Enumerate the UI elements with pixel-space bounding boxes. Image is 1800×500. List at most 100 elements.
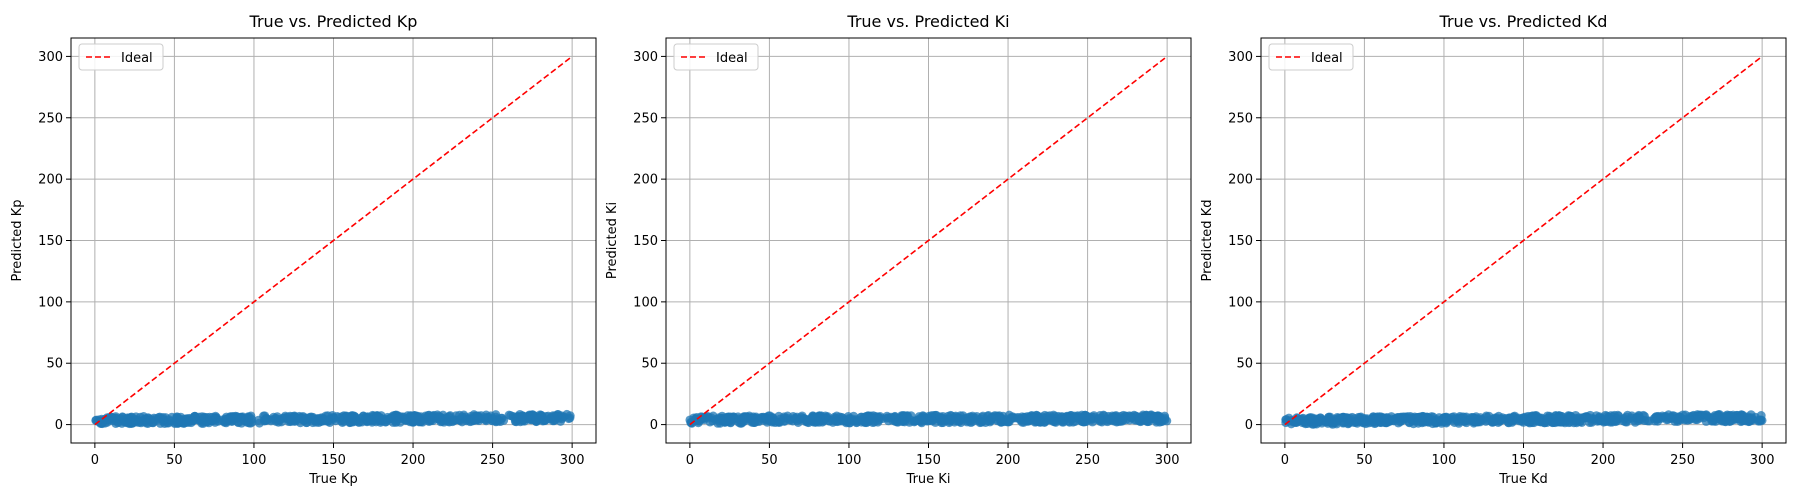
chart-1-point: [217, 415, 227, 425]
chart-2-point: [995, 413, 1005, 423]
chart-3-point: [1753, 415, 1763, 425]
chart-1-xtick-label: 150: [321, 453, 346, 468]
chart-3-xtick-label: 250: [1670, 453, 1695, 468]
chart-3-panel: 0 50 100 150 200 250 300 0 50 100 150 200 250 300 True…: [1200, 12, 1787, 487]
chart-2-point: [857, 415, 867, 425]
chart-3-point: [1733, 414, 1743, 424]
chart-1-point: [148, 417, 158, 427]
chart-1-xtick-label: 250: [480, 453, 505, 468]
chart-2-ytick-label: 50: [641, 357, 658, 372]
chart-2-ylabel: Predicted Ki: [605, 202, 620, 279]
chart-1-point: [232, 413, 242, 423]
chart-1-legend-box: [78, 43, 164, 71]
chart-1-point: [334, 412, 344, 422]
chart-2-point: [938, 412, 948, 422]
chart-3-point: [1349, 418, 1359, 428]
chart-1-xtick-label: 100: [242, 453, 267, 468]
chart-1-point: [495, 417, 505, 427]
chart-1-point: [117, 412, 127, 422]
chart-3-point: [1721, 411, 1731, 421]
chart-1-point: [266, 416, 276, 426]
chart-1-ytick-label: 150: [38, 234, 63, 249]
chart-2-point: [1142, 410, 1152, 420]
chart-1-point: [323, 416, 333, 426]
chart-3-point: [1681, 414, 1691, 424]
chart-3-point: [1619, 414, 1629, 424]
chart-1-point: [380, 417, 390, 427]
chart-1-xtick-label: 300: [560, 453, 585, 468]
chart-2-point: [1022, 412, 1032, 422]
chart-2-ytick-label: 250: [633, 111, 658, 126]
chart-3-point: [1665, 413, 1675, 423]
chart-3-ideal-line: [1284, 55, 1763, 426]
chart-1-point: [550, 415, 560, 425]
chart-3-point: [1428, 419, 1438, 429]
chart-1-point: [461, 416, 471, 426]
chart-3-point: [1388, 415, 1398, 425]
chart-3-point: [1489, 413, 1499, 423]
chart-2-point: [1095, 416, 1105, 426]
chart-2-point: [734, 414, 744, 424]
chart-2-point: [1078, 414, 1088, 424]
chart-1-point: [97, 418, 107, 428]
chart-2-ytick-label: 300: [633, 50, 658, 65]
chart-1-point: [127, 412, 137, 422]
chart-1-point: [137, 417, 147, 427]
chart-1-point: [400, 415, 410, 425]
chart-3-legend: Ideal: [1268, 43, 1354, 71]
chart-1-ideal-line: [94, 55, 573, 426]
chart-2-point: [1070, 413, 1080, 423]
chart-2-scatter-points: [685, 410, 1172, 428]
chart-3-point: [1524, 417, 1534, 427]
chart-3-xtick-label: 200: [1591, 453, 1616, 468]
chart-2-ytick-label: 200: [633, 173, 658, 188]
chart-3-point: [1362, 417, 1372, 427]
chart-2-point: [976, 414, 986, 424]
chart-1-point: [207, 412, 217, 422]
chart-3-point: [1585, 413, 1595, 423]
chart-3-point: [1313, 414, 1323, 424]
chart-3-point: [1450, 414, 1460, 424]
chart-1-panel: 0 50 100 150 200 250 300 0 50 100 150 200 250 300 True…: [10, 12, 597, 487]
chart-2-point: [1013, 412, 1023, 422]
chart-1-point: [518, 411, 528, 421]
chart-3-point: [1561, 416, 1571, 426]
chart-1-point: [107, 415, 117, 425]
chart-3-xtick-label: 300: [1750, 453, 1775, 468]
chart-3-xtick-label: 0: [1281, 453, 1289, 468]
chart-3-ytick-label: 300: [1228, 50, 1253, 65]
chart-3-point: [1551, 413, 1561, 423]
chart-3-legend-box: [1268, 43, 1354, 71]
chart-1-title: True vs. Predicted Kp: [249, 12, 418, 31]
chart-3-point: [1572, 418, 1582, 428]
chart-3-point: [1745, 416, 1755, 426]
chart-3-title: True vs. Predicted Kd: [1439, 12, 1608, 31]
chart-2-xtick-label: 200: [996, 453, 1021, 468]
chart-3-point: [1571, 410, 1581, 420]
chart-3-point: [1441, 417, 1451, 427]
chart-1-point: [313, 415, 323, 425]
chart-2-point: [810, 413, 820, 423]
chart-1-point: [182, 417, 192, 427]
chart-2-xtick-label: 300: [1155, 453, 1180, 468]
chart-1-point: [434, 412, 444, 422]
chart-2-xtick-label: 0: [686, 453, 694, 468]
chart-2-xlabel: True Ki: [906, 472, 951, 487]
chart-3-ytick-label: 0: [1245, 418, 1253, 433]
chart-3-xlabel: True Kd: [1498, 472, 1548, 487]
chart-3-xtick-label: 100: [1432, 453, 1457, 468]
chart-2-xtick-label: 150: [916, 453, 941, 468]
chart-3-point: [1633, 416, 1643, 426]
chart-3-ytick-label: 250: [1228, 111, 1253, 126]
chart-2-point: [764, 411, 774, 421]
chart-3-xtick-label: 150: [1511, 453, 1536, 468]
chart-2-point: [968, 411, 978, 421]
chart-1-point: [286, 415, 296, 425]
chart-3-point: [1610, 416, 1620, 426]
chart-1-point: [454, 410, 464, 420]
chart-3-ytick-label: 150: [1228, 234, 1253, 249]
chart-1-point: [472, 415, 482, 425]
chart-2-point: [847, 415, 857, 425]
chart-1-point: [391, 416, 401, 426]
